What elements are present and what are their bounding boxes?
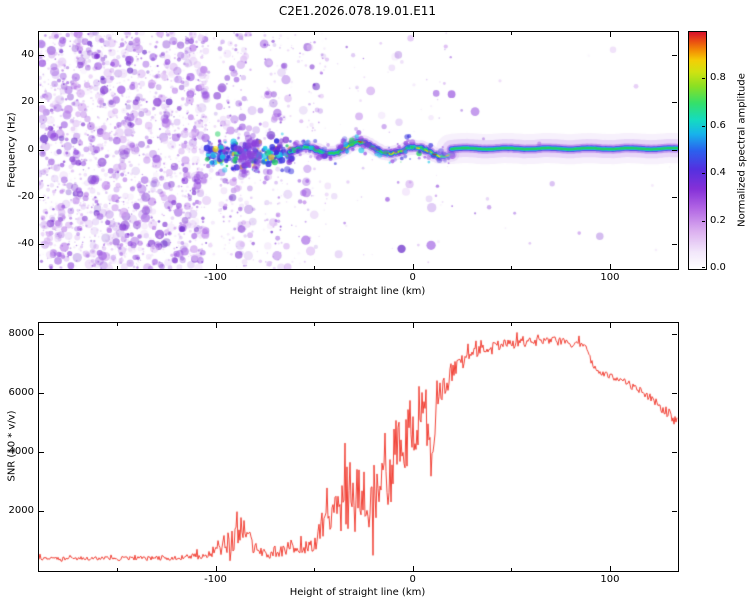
y-tick-label: -40: [17, 238, 34, 250]
x-tick-label: 100: [600, 272, 620, 283]
axis-tick: [672, 196, 677, 198]
colorbar-label: Normalized spectral amplitude: [736, 73, 748, 227]
axis-tick: [39, 54, 44, 56]
axis-tick: [116, 32, 118, 35]
snr-plot: [38, 322, 679, 572]
spectrogram-xlabel: Height of straight line (km): [289, 286, 426, 297]
spectrogram-plot: [38, 31, 679, 270]
axis-tick: [39, 102, 44, 104]
axis-tick: [511, 568, 513, 571]
axis-tick: [609, 32, 611, 37]
axis-tick: [39, 149, 44, 151]
axis-tick: [116, 266, 118, 269]
axis-tick: [314, 32, 316, 35]
colorbar-tick-label: 0.8: [710, 72, 726, 84]
axis-tick: [39, 196, 44, 198]
axis-tick: [672, 244, 677, 246]
x-tick-label: 0: [409, 272, 416, 283]
y-tick-label: -20: [17, 190, 34, 202]
axis-tick: [609, 566, 611, 571]
y-tick-label: 20: [21, 96, 34, 108]
axis-tick: [39, 451, 44, 453]
axis-tick: [39, 392, 44, 394]
colorbar-tick-label: 0.2: [710, 214, 726, 226]
colorbar: [688, 31, 707, 270]
axis-tick: [672, 510, 677, 512]
colorbar-tick-label: 0.6: [710, 119, 726, 131]
axis-tick: [672, 54, 677, 56]
axis-tick: [39, 510, 44, 512]
axis-tick: [215, 264, 217, 269]
axis-tick: [314, 266, 316, 269]
y-tick-label: 40: [21, 48, 34, 60]
spectrogram-canvas: [39, 32, 678, 269]
axis-tick: [702, 267, 705, 268]
y-tick-label: 8000: [8, 327, 34, 339]
y-tick-label: 4000: [8, 445, 34, 457]
figure-title: C2E1.2026.078.19.01.E11: [278, 4, 437, 18]
x-tick-label: 100: [600, 574, 620, 585]
x-tick-label: -100: [204, 272, 227, 283]
axis-tick: [314, 323, 316, 326]
axis-tick: [672, 333, 677, 335]
y-tick-label: 0: [27, 143, 34, 155]
axis-tick: [116, 323, 118, 326]
axis-tick: [215, 323, 217, 328]
axis-tick: [215, 32, 217, 37]
axis-tick: [39, 244, 44, 246]
axis-tick: [672, 149, 677, 151]
colorbar-gradient: [689, 32, 706, 269]
y-tick-label: 6000: [8, 386, 34, 398]
axis-tick: [412, 32, 414, 37]
axis-tick: [702, 220, 705, 222]
snr-xlabel: Height of straight line (km): [289, 587, 426, 598]
axis-tick: [412, 264, 414, 269]
x-tick-label: 0: [409, 574, 416, 585]
axis-tick: [116, 568, 118, 571]
colorbar-tick-label: 0.0: [710, 262, 726, 273]
axis-tick: [672, 392, 677, 394]
axis-tick: [511, 32, 513, 35]
axis-tick: [702, 125, 705, 127]
axis-tick: [702, 78, 705, 80]
axis-tick: [215, 566, 217, 571]
colorbar-tick-label: 0.4: [710, 167, 726, 179]
axis-tick: [609, 323, 611, 328]
axis-tick: [412, 566, 414, 571]
y-tick-label: 2000: [8, 504, 34, 516]
snr-canvas: [39, 323, 678, 571]
axis-tick: [412, 323, 414, 328]
axis-tick: [672, 451, 677, 453]
axis-tick: [609, 264, 611, 269]
axis-tick: [39, 333, 44, 335]
axis-tick: [314, 568, 316, 571]
axis-tick: [511, 323, 513, 326]
axis-tick: [702, 173, 705, 175]
x-tick-label: -100: [204, 574, 227, 585]
axis-tick: [672, 102, 677, 104]
axis-tick: [511, 266, 513, 269]
